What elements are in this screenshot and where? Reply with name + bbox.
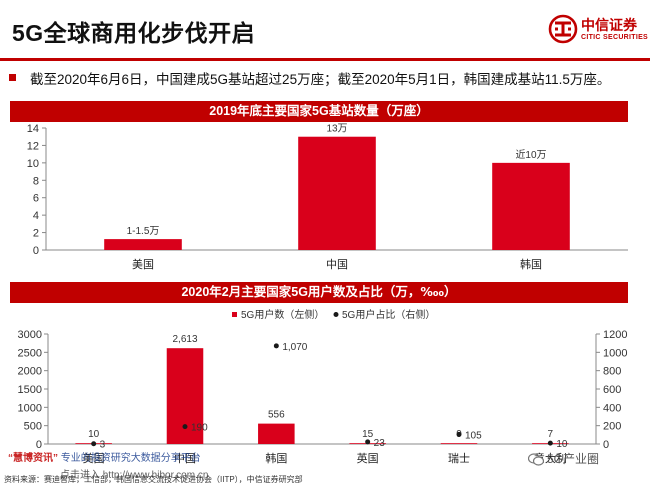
bar — [104, 239, 182, 250]
source-note: 资料来源：赛迪智库，工信部，韩国信息交流技术促进协会（IITP），中信证券研究部 — [4, 475, 303, 484]
share-data-label: 105 — [465, 430, 482, 441]
x-tick-label: 韩国 — [265, 451, 287, 465]
share-data-label: 10 — [556, 439, 568, 450]
x-tick-label: 美国 — [132, 258, 154, 271]
y-left-tick-label: 3000 — [18, 329, 42, 341]
watermark-brand-text: 专业的投资研究大数据分享平台 — [60, 453, 201, 464]
y-right-tick-label: 600 — [603, 384, 621, 396]
y-right-tick-label: 1000 — [603, 347, 627, 359]
y-right-tick-label: 200 — [603, 421, 621, 433]
share-point — [273, 343, 279, 349]
share-point — [91, 441, 97, 447]
bar-data-label: 2,613 — [172, 334, 197, 345]
y-left-tick-label: 1000 — [18, 402, 42, 414]
title-divider — [0, 58, 650, 61]
citic-logo-icon — [548, 14, 578, 44]
watermark-brand-name: “慧博资讯” — [8, 453, 58, 464]
y-left-tick-label: 1500 — [18, 384, 42, 396]
data-label: 1-1.5万 — [127, 226, 160, 237]
x-tick-label: 中国 — [174, 452, 196, 465]
share-point — [182, 424, 188, 430]
y-right-tick-label: 800 — [603, 366, 621, 378]
company-logo: 中信证券 CITIC SECURITIES — [548, 12, 648, 52]
y-tick-label: 10 — [27, 158, 39, 170]
wechat-name: 5G产业圈 — [547, 452, 600, 466]
y-tick-label: 12 — [27, 140, 39, 152]
bar — [258, 423, 295, 444]
y-tick-label: 2 — [33, 228, 39, 240]
share-point — [365, 439, 371, 445]
y-tick-label: 8 — [33, 175, 39, 187]
chart1-title: 2019年底主要国家5G基站数量（万座） — [10, 101, 628, 122]
legend-bar-label: 5G用户数（左侧） — [241, 308, 324, 321]
bar-data-label: 7 — [548, 429, 554, 440]
share-point — [456, 431, 462, 437]
bar — [298, 136, 376, 250]
page-title: 5G全球商用化步伐开启 — [12, 20, 256, 46]
y-left-tick-label: 0 — [36, 439, 42, 451]
x-tick-label: 英国 — [357, 451, 379, 465]
y-left-tick-label: 2500 — [18, 347, 42, 359]
y-right-tick-label: 400 — [603, 402, 621, 414]
share-point — [547, 440, 553, 446]
watermark-link[interactable]: 点击进入 http://www.hibor.com.cn — [60, 470, 209, 481]
x-tick-label: 韩国 — [520, 257, 542, 271]
x-tick-label: 瑞士 — [448, 451, 470, 465]
logo-name-en: CITIC SECURITIES — [581, 34, 649, 41]
bar — [440, 443, 478, 444]
watermark-brand: “慧博资讯” 专业的投资研究大数据分享平台 — [8, 449, 201, 464]
y-tick-label: 0 — [33, 245, 39, 257]
y-left-tick-label: 500 — [24, 421, 42, 433]
bar-data-label: 10 — [88, 429, 100, 440]
y-right-tick-label: 0 — [603, 439, 609, 451]
logo-name-cn: 中信证券 — [581, 17, 637, 33]
headline-text: 截至2020年6月6日，中国建成5G基站超过25万座；截至2020年5月1日，韩… — [30, 72, 611, 87]
bullet-square-icon — [9, 74, 16, 81]
y-tick-label: 6 — [33, 193, 39, 205]
legend-point-label: 5G用户占比（右侧） — [342, 308, 435, 321]
bar-data-label: 556 — [268, 410, 285, 421]
share-data-label: 190 — [191, 423, 208, 434]
bar — [492, 162, 570, 250]
wechat-watermark: 5G产业圈 — [527, 450, 600, 467]
bar-data-label: 15 — [362, 429, 374, 440]
y-right-tick-label: 1200 — [603, 329, 627, 341]
y-tick-label: 14 — [27, 123, 39, 135]
chart-5g-users: 0 500 1000 1500 2000 2500 3000 0 200 400 600 800 100… — [18, 308, 628, 465]
data-label: 13万 — [326, 124, 347, 135]
legend-point-swatch — [333, 312, 339, 317]
chart2-title: 2020年2月主要国家5G用户数及占比（万，‱） — [10, 282, 628, 303]
y-left-tick-label: 2000 — [18, 366, 42, 378]
y-tick-label: 4 — [33, 210, 39, 222]
share-data-label: 23 — [374, 438, 386, 449]
data-label: 近10万 — [515, 148, 546, 161]
wechat-icon — [527, 453, 545, 466]
share-data-label: 1,070 — [282, 342, 307, 353]
legend-bar-swatch — [232, 312, 237, 317]
share-data-label: 3 — [100, 440, 106, 451]
x-tick-label: 中国 — [326, 258, 348, 271]
x-tick-label: 美国 — [83, 452, 105, 465]
